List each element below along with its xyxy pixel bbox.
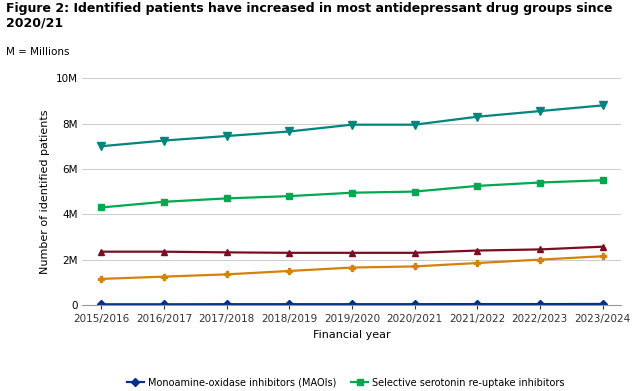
Other antidepressant drugs (348, 265, 356, 270)
Tricyclic and related antidepressant drugs (536, 247, 544, 252)
Other antidepressant drugs (98, 276, 105, 281)
Y-axis label: Number of identified patients: Number of identified patients (40, 109, 50, 274)
Monoamine-oxidase inhibitors (MAOIs) (598, 301, 606, 306)
Monoamine-oxidase inhibitors (MAOIs) (474, 302, 481, 307)
Other antidepressant drugs (474, 261, 481, 265)
Tricyclic and related antidepressant drugs (598, 244, 606, 249)
Tricyclic and related antidepressant drugs (411, 251, 418, 255)
Selective serotonin re-uptake inhibitors (160, 199, 167, 204)
Monoamine-oxidase inhibitors (MAOIs) (536, 302, 544, 307)
Selective serotonin re-uptake inhibitors (223, 196, 230, 201)
Tricyclic and related antidepressant drugs (348, 251, 356, 255)
Other antidepressant drugs (223, 272, 230, 277)
X-axis label: Financial year: Financial year (313, 330, 391, 339)
Line: Monoamine-oxidase inhibitors (MAOIs): Monoamine-oxidase inhibitors (MAOIs) (98, 301, 605, 307)
Other antidepressant drugs (598, 254, 606, 258)
Selective serotonin re-uptake inhibitors (285, 194, 293, 199)
Tricyclic and related antidepressant drugs (474, 248, 481, 253)
Other antidepressant drugs (160, 274, 167, 279)
Line: Selective serotonin re-uptake inhibitors: Selective serotonin re-uptake inhibitors (98, 177, 606, 211)
Other antidepressant drugs (285, 269, 293, 273)
Tricyclic and related antidepressant drugs (98, 249, 105, 254)
Selective serotonin re-uptake inhibitors (348, 190, 356, 195)
Monoamine-oxidase inhibitors (MAOIs) (285, 302, 293, 307)
Line: Other antidepressant drugs: Other antidepressant drugs (98, 253, 606, 282)
Selective serotonin re-uptake inhibitors (411, 189, 418, 194)
Selective serotonin re-uptake inhibitors (98, 205, 105, 210)
Monoamine-oxidase inhibitors (MAOIs) (160, 302, 167, 307)
Tricyclic and related antidepressant drugs (223, 250, 230, 255)
Other antidepressant drugs (411, 264, 418, 269)
Monoamine-oxidase inhibitors (MAOIs) (98, 302, 105, 307)
Legend: Monoamine-oxidase inhibitors (MAOIs), Other antidepressant drugs, Selective sero: Monoamine-oxidase inhibitors (MAOIs), Ot… (127, 378, 577, 391)
Selective serotonin re-uptake inhibitors (598, 178, 606, 183)
Text: M = Millions: M = Millions (6, 47, 70, 57)
Other antidepressant drugs (536, 257, 544, 262)
Selective serotonin re-uptake inhibitors (474, 184, 481, 188)
Selective serotonin re-uptake inhibitors (536, 180, 544, 185)
Text: Figure 2: Identified patients have increased in most antidepressant drug groups : Figure 2: Identified patients have incre… (6, 2, 613, 30)
Line: Tricyclic and related antidepressant drugs: Tricyclic and related antidepressant dru… (98, 243, 606, 256)
Tricyclic and related antidepressant drugs (160, 249, 167, 254)
Monoamine-oxidase inhibitors (MAOIs) (411, 302, 418, 307)
Tricyclic and related antidepressant drugs (285, 251, 293, 255)
Monoamine-oxidase inhibitors (MAOIs) (223, 302, 230, 307)
Monoamine-oxidase inhibitors (MAOIs) (348, 302, 356, 307)
